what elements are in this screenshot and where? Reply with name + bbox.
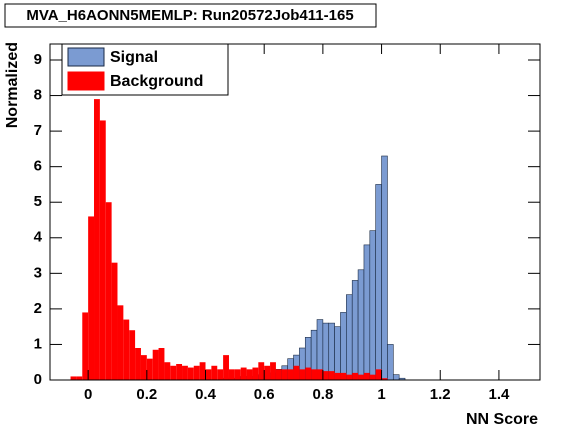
histogram-bar (246, 369, 253, 380)
histogram-bar (82, 312, 89, 380)
y-tick-label: 8 (34, 87, 42, 104)
histogram-bar (117, 305, 124, 380)
x-tick-label: 1.4 (488, 386, 510, 403)
x-tick-label: 1 (377, 386, 385, 403)
histogram-bar (387, 344, 394, 381)
legend-label: Background (110, 73, 203, 90)
chart-title: MVA_H6AONN5MEMLP: Run20572Job411-165 (26, 7, 353, 24)
histogram-bar (176, 364, 183, 380)
histogram-bar (111, 262, 118, 380)
histogram-bar (363, 244, 371, 381)
x-tick-label: 1.2 (430, 386, 451, 403)
histogram-bar (135, 348, 141, 380)
histogram-bar (170, 365, 177, 380)
histogram-bar (152, 349, 159, 380)
histogram-bar (199, 362, 206, 380)
histogram-bar (252, 367, 259, 380)
histogram-bar (264, 365, 271, 380)
histogram-bar (381, 155, 388, 381)
histogram-bar (346, 374, 353, 380)
histogram-bar (340, 372, 347, 380)
histogram-bar (322, 371, 329, 380)
y-tick-label: 2 (34, 300, 42, 317)
histogram-bar (76, 376, 83, 380)
histogram-bar (223, 355, 229, 380)
histogram-bar (217, 369, 224, 380)
histogram-bar (99, 120, 106, 380)
x-axis-label: NN Score (466, 411, 538, 428)
histogram-bar (340, 312, 347, 381)
histogram-bar (358, 374, 364, 380)
histogram-bar (193, 365, 200, 380)
y-tick-label: 7 (34, 122, 42, 139)
histogram-bar (123, 319, 130, 380)
legend-swatch (67, 47, 105, 67)
histogram-bar (94, 99, 100, 380)
histogram-bar (352, 372, 359, 380)
histogram-bar (328, 371, 335, 380)
legend-swatch (67, 71, 105, 91)
plot-frame (49, 43, 541, 381)
histogram-bar (205, 369, 212, 380)
x-tick-label: 0.8 (312, 386, 333, 403)
histogram-bar (375, 369, 382, 380)
histogram-bar (228, 369, 235, 380)
histogram-bar (369, 230, 376, 381)
histogram-bar (182, 365, 188, 380)
histogram-bar (375, 184, 382, 381)
histogram-bar (70, 376, 77, 380)
x-tick-label: 0 (84, 386, 92, 403)
histogram-bar (258, 362, 265, 380)
x-tick-label: 0.2 (136, 386, 157, 403)
y-tick-label: 6 (34, 158, 42, 175)
histogram-bar (334, 372, 341, 380)
histogram-bar (293, 365, 300, 380)
histogram-bar (88, 216, 95, 380)
histogram-bar (305, 367, 312, 380)
histogram-bar (164, 362, 171, 380)
histogram-bar (363, 372, 370, 380)
histogram-bar (357, 269, 365, 381)
histogram-bar (275, 369, 282, 380)
histogram-bar (311, 369, 318, 380)
histogram-bar (105, 202, 112, 380)
y-tick-label: 1 (34, 335, 42, 352)
histogram-bar (299, 369, 306, 380)
histogram-bar (240, 367, 247, 380)
histogram-bar (334, 326, 341, 381)
histogram-bar (270, 362, 276, 380)
histogram-bar (129, 330, 136, 380)
histogram-bar (346, 294, 353, 381)
x-tick-label: 0.4 (195, 386, 217, 403)
histogram-bar (140, 355, 147, 380)
y-tick-label: 5 (34, 193, 42, 210)
y-tick-label: 3 (34, 264, 42, 281)
x-tick-label: 0.6 (254, 386, 275, 403)
histogram-bar (369, 374, 376, 380)
y-tick-label: 9 (34, 51, 42, 68)
histogram-bar (146, 358, 153, 380)
histogram-bar (287, 369, 294, 380)
histogram-bar (281, 369, 288, 380)
histogram-bar (211, 365, 218, 380)
histogram-bar (317, 369, 323, 380)
histogram-bar (392, 374, 400, 381)
histogram-bar (234, 369, 241, 380)
y-tick-label: 0 (34, 371, 42, 388)
histogram-bar (351, 280, 359, 381)
y-axis-label: Normalized (4, 42, 21, 128)
legend-label: Signal (110, 49, 158, 66)
title-box (4, 3, 377, 28)
histogram-bar (158, 348, 165, 380)
histogram-bar (187, 367, 194, 380)
histogram-bar (381, 378, 388, 380)
y-tick-label: 4 (34, 229, 43, 246)
